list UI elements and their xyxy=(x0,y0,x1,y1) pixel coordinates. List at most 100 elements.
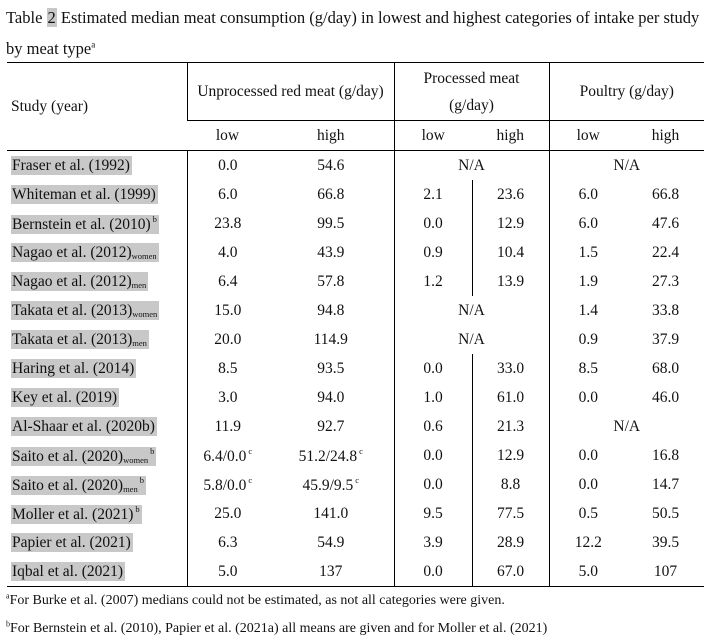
cell-pm-low: 0.0 xyxy=(393,557,472,587)
cell-ur-high: 54.6 xyxy=(268,150,394,180)
cell-pm-na: N/A xyxy=(393,150,549,180)
cell-po-low: 1.4 xyxy=(548,296,627,325)
table-row: Takata et al. (2013)women 15.0 94.8 N/A 1.4 3… xyxy=(7,296,704,325)
ur-high-value: 141.0 xyxy=(313,504,349,522)
study-name-highlight: Key et al. (2019) xyxy=(11,387,120,407)
ur-low-value: 8.5 xyxy=(218,359,238,377)
study-name: Al-Shaar et al. (2020b) xyxy=(12,417,155,435)
cell-study: Fraser et al. (1992) xyxy=(7,150,187,180)
study-name: Nagao et al. (2012) xyxy=(12,243,132,261)
study-name: Bernstein et al. (2010) xyxy=(12,215,151,233)
cell-po-low: 0.5 xyxy=(548,499,627,528)
cell-po-high: 47.6 xyxy=(651,214,680,232)
cell-study: Saito et al. (2020)womenb xyxy=(7,441,187,470)
cell-pm-high: 67.0 xyxy=(471,557,549,587)
cell-ur-low: 0.0 xyxy=(186,150,268,180)
cell-po-low: 0.0 xyxy=(548,441,627,470)
ur-high-footnote-marker: c xyxy=(359,445,363,456)
study-name-highlight: Fraser et al. (1992) xyxy=(11,155,132,175)
ur-low-value: 25.0 xyxy=(214,504,242,522)
cell-po-low: 8.5 xyxy=(548,354,627,383)
cell-pm-low: 1.2 xyxy=(393,267,472,296)
table-caption: Table 2 Estimated median meat consumptio… xyxy=(6,2,706,64)
study-name: Moller et al. (2021) xyxy=(12,505,134,523)
table-row: Saito et al. (2020)womenb 6.4/0.0 c 51.2/24… xyxy=(7,441,704,470)
cell-study: Iqbal et al. (2021) xyxy=(7,557,187,587)
cell-pm-low: 9.5 xyxy=(393,499,472,528)
header-unprocessed-red-meat: Unprocessed red meat (g/day) xyxy=(186,62,394,121)
table-number: 2 xyxy=(46,8,57,27)
meat-consumption-table: Study (year) Unprocessed red meat (g/day… xyxy=(7,62,704,587)
footnote-a-text: For Burke et al. (2007) medians could no… xyxy=(9,593,505,608)
header-pm-low: low xyxy=(393,120,472,151)
table-row: Key et al. (2019) 3.0 94.0 1.0 61.0 0.0 46.0 xyxy=(7,383,704,412)
cell-pm-high: 8.8 xyxy=(471,470,549,499)
cell-po-high: 68.0 xyxy=(651,359,680,377)
caption-footnote-marker: a xyxy=(91,39,96,50)
study-name: Saito et al. (2020) xyxy=(12,476,124,494)
cell-study: Takata et al. (2013)men xyxy=(7,325,187,354)
ur-low-value: 5.8/0.0 xyxy=(203,476,247,494)
table-row: Bernstein et al. (2010) b 23.8 99.5 0.0 12.9 6… xyxy=(7,209,704,238)
cell-ur-high: 114.9 xyxy=(268,325,394,354)
ur-high-value: 114.9 xyxy=(313,330,348,348)
cell-ur-high: 51.2/24.8 c xyxy=(268,441,394,470)
cell-pm-low: 0.9 xyxy=(393,238,472,267)
cell-study: Moller et al. (2021) b xyxy=(7,499,187,528)
study-name-highlight: Al-Shaar et al. (2020b) xyxy=(11,416,157,436)
cell-po-high: 27.3 xyxy=(651,272,680,290)
footnote-a: aFor Burke et al. (2007) medians could n… xyxy=(6,592,505,610)
study-name-highlight: Whiteman et al. (1999) xyxy=(11,184,158,204)
cell-po-high: 14.7 xyxy=(651,475,680,493)
cell-pm-high: 28.9 xyxy=(471,528,549,557)
ur-low-value: 20.0 xyxy=(214,330,242,348)
study-subgroup: women xyxy=(132,308,158,319)
cell-pm-na: N/A xyxy=(393,296,549,325)
caption-prefix: Table xyxy=(6,8,47,27)
study-name-highlight: Moller et al. (2021) b xyxy=(11,504,142,524)
cell-po-low: 0.9 xyxy=(548,325,627,354)
study-name: Papier et al. (2021) xyxy=(12,533,131,551)
ur-high-value: 57.8 xyxy=(317,272,345,290)
cell-po-na: N/A xyxy=(548,412,704,441)
study-footnote-marker: b xyxy=(152,213,157,224)
ur-high-value: 45.9/9.5 xyxy=(302,476,354,494)
cell-ur-high: 94.0 xyxy=(268,383,394,412)
table-row: Nagao et al. (2012)men 6.4 57.8 1.2 13.9 1.9 2… xyxy=(7,267,704,296)
table-row: Papier et al. (2021) 6.3 54.9 3.9 28.9 12.2 39… xyxy=(7,528,704,557)
cell-ur-high: 99.5 xyxy=(268,209,394,238)
study-name-highlight: Nagao et al. (2012)men xyxy=(11,271,149,291)
header-po-high: high xyxy=(627,120,704,151)
cell-ur-high: 141.0 xyxy=(268,499,394,528)
table-row: Haring et al. (2014) 8.5 93.5 0.0 33.0 8.5 68.… xyxy=(7,354,704,383)
study-subgroup: women xyxy=(123,454,149,465)
study-subgroup: men xyxy=(123,483,138,494)
ur-low-value: 3.0 xyxy=(218,388,238,406)
study-name-highlight: Iqbal et al. (2021) xyxy=(11,561,126,581)
cell-study: Haring et al. (2014) xyxy=(7,354,187,383)
cell-pm-high: 21.3 xyxy=(471,412,549,441)
cell-ur-low: 3.0 xyxy=(186,383,268,412)
cell-ur-high: 43.9 xyxy=(268,238,394,267)
cell-ur-low: 6.0 xyxy=(186,180,268,209)
cell-pm-high: 10.4 xyxy=(471,238,549,267)
ur-high-value: 94.8 xyxy=(317,301,345,319)
cell-ur-low: 4.0 xyxy=(186,238,268,267)
cell-po-low: 6.0 xyxy=(548,180,627,209)
table-row: Fraser et al. (1992) 0.0 54.6 N/A N/A xyxy=(7,150,704,180)
study-name: Whiteman et al. (1999) xyxy=(12,185,156,203)
header-ur-low: low xyxy=(187,120,268,151)
header-ur-high: high xyxy=(268,120,394,151)
cell-ur-high: 57.8 xyxy=(268,267,394,296)
cell-po-high: 46.0 xyxy=(651,388,680,406)
ur-low-footnote-marker: c xyxy=(248,474,253,485)
study-subgroup: men xyxy=(132,337,147,348)
ur-low-value: 6.0 xyxy=(218,185,238,203)
ur-high-value: 54.6 xyxy=(317,156,345,174)
ur-low-value: 0.0 xyxy=(218,156,238,174)
cell-po-high: 33.8 xyxy=(651,301,680,319)
ur-low-value: 23.8 xyxy=(214,214,242,232)
study-name-highlight: Bernstein et al. (2010) b xyxy=(11,213,159,234)
cell-ur-low: 11.9 xyxy=(186,412,268,441)
cell-study: Whiteman et al. (1999) xyxy=(7,180,187,209)
